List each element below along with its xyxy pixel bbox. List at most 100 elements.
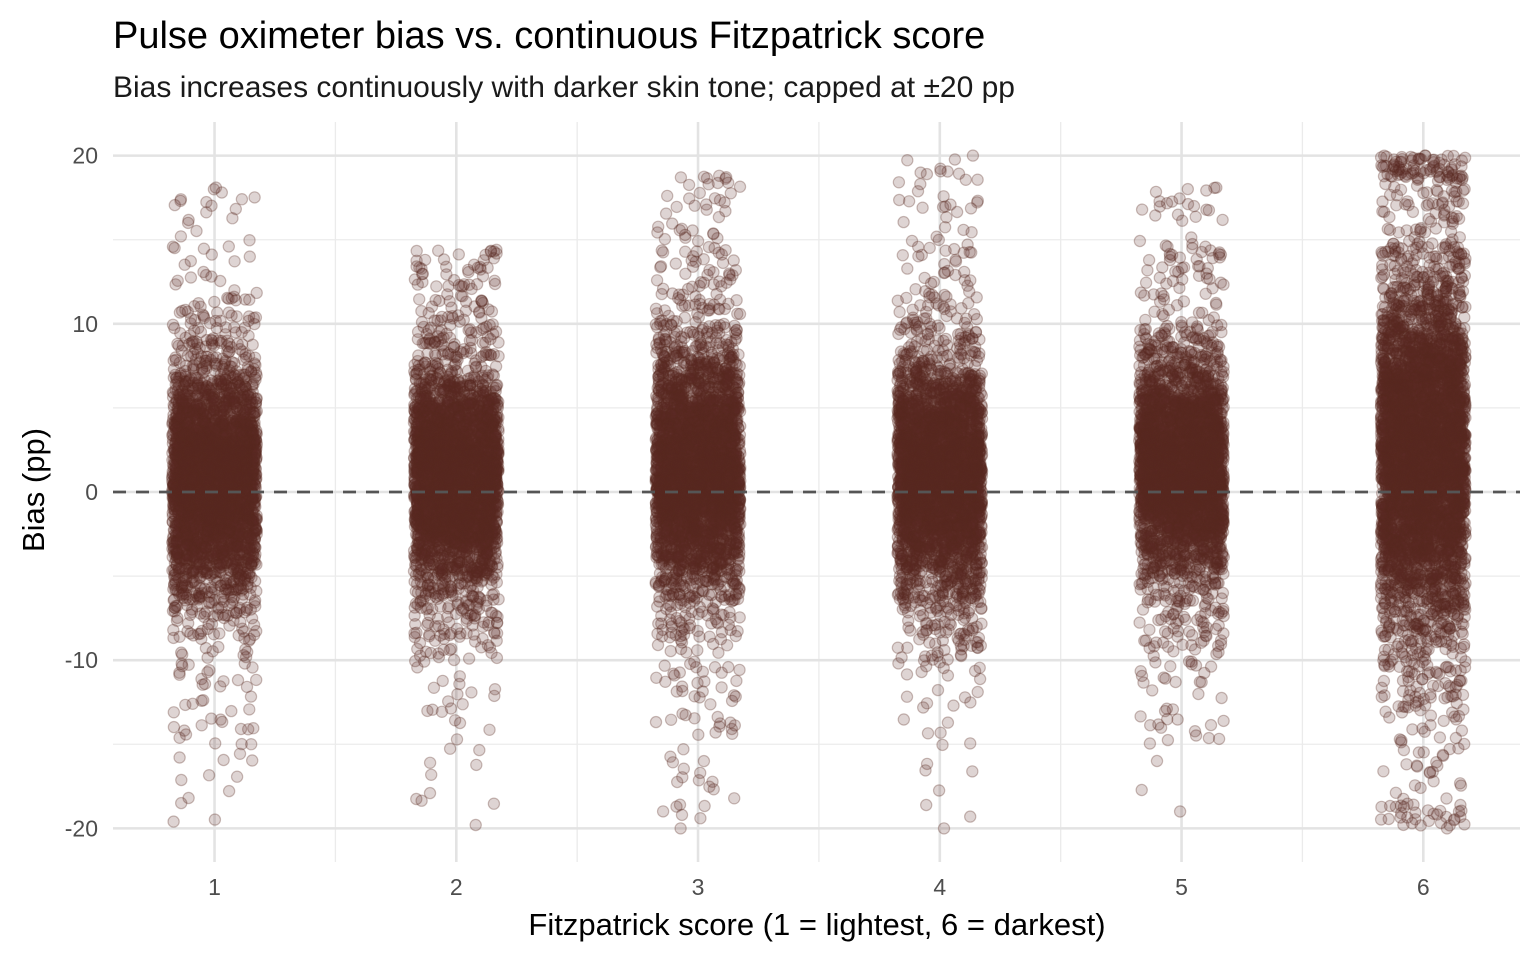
data-point (462, 652, 476, 665)
data-point (234, 518, 247, 532)
data-point (240, 645, 254, 659)
data-point (173, 666, 186, 679)
data-point (182, 444, 195, 458)
data-point (217, 753, 230, 767)
data-point (222, 784, 236, 798)
data-point (186, 472, 200, 485)
data-points (166, 149, 1472, 835)
data-point (172, 452, 185, 465)
data-point (173, 751, 186, 764)
data-point (198, 404, 211, 417)
chart-title: Pulse oximeter bias vs. continuous Fitzp… (113, 15, 985, 57)
data-point (202, 461, 216, 474)
data-point (198, 383, 212, 396)
data-point (183, 608, 197, 622)
data-point (193, 407, 206, 420)
data-point (231, 521, 244, 534)
data-point (243, 703, 256, 716)
data-point (226, 488, 239, 501)
data-point (204, 568, 217, 582)
data-point (222, 240, 235, 253)
data-point (173, 490, 187, 504)
data-point (202, 769, 216, 782)
data-point (184, 271, 198, 284)
data-point (244, 738, 258, 751)
data-point (215, 566, 228, 579)
data-point (248, 531, 262, 545)
data-point (212, 640, 225, 654)
data-point (223, 470, 236, 484)
data-point (195, 719, 208, 732)
data-point (230, 770, 244, 783)
data-point (201, 460, 214, 474)
data-point (177, 513, 191, 527)
data-point (222, 381, 236, 394)
data-point (171, 611, 184, 625)
data-point (241, 723, 255, 736)
data-point (187, 359, 201, 372)
data-point (197, 265, 210, 279)
data-point (200, 195, 213, 209)
data-point (213, 680, 227, 693)
data-point (232, 629, 245, 642)
data-point (246, 661, 259, 674)
data-point (207, 610, 220, 623)
data-point (208, 395, 221, 408)
data-point (225, 309, 238, 322)
data-point (202, 443, 215, 456)
data-point (208, 737, 222, 750)
data-point (213, 627, 226, 640)
data-point (174, 503, 188, 517)
data-point (230, 423, 244, 437)
data-point (225, 558, 239, 571)
data-point (179, 377, 193, 390)
data-point (208, 429, 221, 442)
data-point (172, 445, 185, 458)
data-point (225, 704, 238, 718)
data-point (245, 754, 259, 767)
data-point (246, 454, 260, 467)
data-point (170, 407, 183, 420)
data-point (233, 342, 247, 356)
data-point (198, 677, 212, 691)
data-point (437, 253, 451, 266)
data-point (223, 598, 237, 612)
data-point (167, 523, 181, 537)
data-point (240, 601, 254, 614)
data-point (196, 694, 210, 707)
data-point (214, 368, 228, 381)
data-point (184, 254, 197, 268)
data-point (169, 353, 183, 367)
data-point (207, 523, 220, 536)
data-point (196, 414, 210, 428)
data-point (227, 542, 241, 556)
data-point (175, 304, 189, 318)
data-point (203, 664, 216, 677)
data-point (205, 400, 218, 414)
data-point (205, 712, 218, 725)
data-point (192, 587, 206, 601)
data-point (242, 314, 255, 328)
data-point (241, 418, 254, 431)
data-point (208, 295, 221, 309)
data-point (214, 579, 227, 592)
data-point (234, 380, 248, 394)
data-point (174, 796, 188, 810)
data-point (201, 474, 214, 487)
data-point (208, 813, 222, 826)
data-point (182, 511, 195, 524)
data-point (244, 581, 257, 594)
data-point (171, 337, 184, 351)
data-point (176, 543, 189, 556)
chart-subtitle: Bias increases continuously with darker … (113, 71, 1015, 104)
data-point (245, 365, 258, 379)
data-point (238, 418, 252, 431)
data-point (228, 397, 241, 410)
data-point (180, 588, 193, 601)
data-point (238, 293, 252, 306)
data-point (179, 698, 192, 712)
data-point (243, 233, 256, 247)
data-point (182, 514, 195, 528)
data-point (192, 589, 206, 602)
